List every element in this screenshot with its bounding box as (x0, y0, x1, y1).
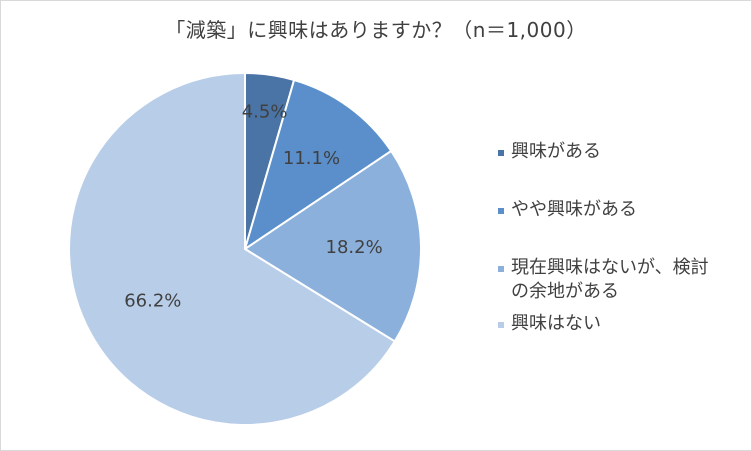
pie-slice-4 (68, 71, 397, 426)
pie-slice-3 (243, 149, 422, 343)
legend-label-3: 現在興味はないが、検討 の余地がある (511, 257, 709, 302)
legend-swatch-2 (498, 208, 504, 214)
pie-slice-2 (243, 78, 393, 252)
chart-title: 「減築」に興味はありますか？（n＝1,000） (165, 18, 587, 42)
pie-slices (68, 71, 422, 426)
legend-swatch-4 (498, 322, 504, 328)
legend-item-1: 興味がある (498, 140, 748, 164)
legend-item-2: やや興味がある (498, 198, 748, 222)
legend-item-3: 現在興味はないが、検討 の余地がある (498, 256, 748, 304)
legend-label-2: やや興味がある (511, 199, 637, 220)
pie-value-label-3: 18.2% (326, 237, 383, 258)
pie-value-label-1: 4.5% (242, 101, 288, 122)
legend-item-4: 興味はない (498, 312, 748, 336)
legend-swatch-1 (498, 150, 504, 156)
legend-label-4: 興味はない (511, 313, 601, 334)
legend-label-1: 興味がある (511, 141, 601, 162)
pie-value-label-4: 66.2% (124, 290, 181, 311)
legend-swatch-3 (498, 266, 504, 272)
pie-value-labels: 4.5% 11.1% 18.2% 66.2% (124, 101, 383, 311)
pie-value-label-2: 11.1% (283, 148, 340, 169)
